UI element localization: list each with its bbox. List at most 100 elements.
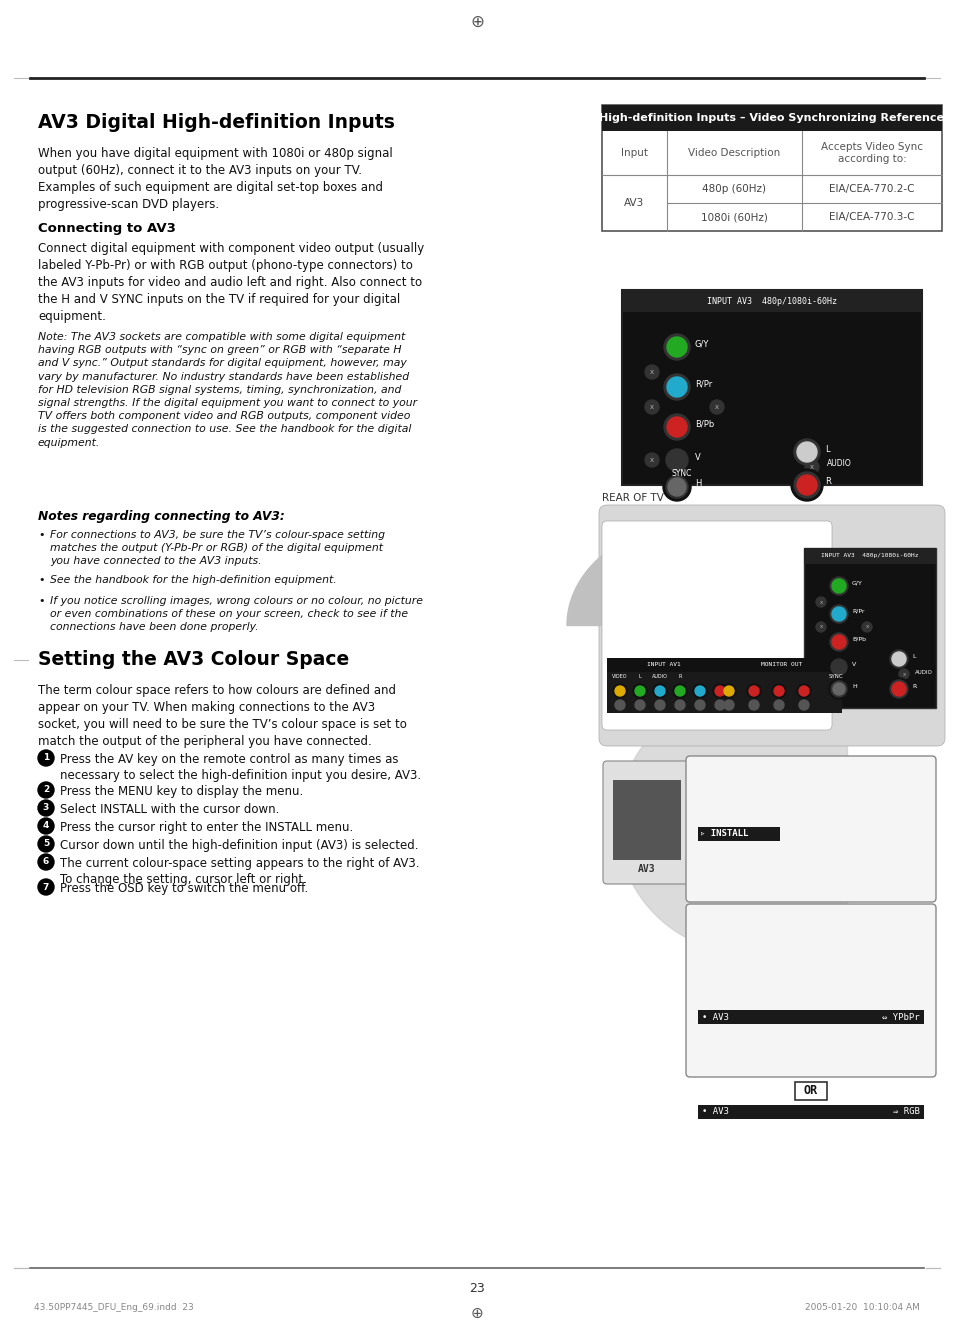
Circle shape: [829, 633, 847, 651]
Text: The term colour space refers to how colours are defined and
appear on your TV. W: The term colour space refers to how colo…: [38, 685, 406, 748]
Text: R: R: [824, 478, 830, 486]
Text: INPUT AV3  480p/1080i-60Hz: INPUT AV3 480p/1080i-60Hz: [821, 553, 918, 559]
Circle shape: [748, 686, 759, 696]
Circle shape: [38, 835, 54, 853]
Circle shape: [666, 338, 686, 357]
Text: matches the output (Y-Pb-Pr or RGB) of the digital equipment: matches the output (Y-Pb-Pr or RGB) of t…: [50, 543, 382, 553]
Circle shape: [662, 473, 690, 500]
Text: x: x: [819, 600, 821, 605]
Circle shape: [891, 682, 905, 696]
Text: REAR OF TV: REAR OF TV: [601, 493, 663, 503]
Text: MANUAL STORE: MANUAL STORE: [789, 812, 854, 821]
Circle shape: [655, 686, 664, 696]
Text: 1080i (60Hz): 1080i (60Hz): [700, 212, 767, 222]
Text: EIA/CEA-770.3-C: EIA/CEA-770.3-C: [828, 212, 914, 222]
Text: L: L: [638, 674, 640, 679]
Text: Select INSTALL with the cursor down.: Select INSTALL with the cursor down.: [60, 802, 279, 816]
Circle shape: [831, 606, 845, 621]
Text: AV3: AV3: [623, 199, 644, 208]
Circle shape: [790, 436, 822, 467]
Circle shape: [672, 685, 686, 698]
Circle shape: [644, 365, 659, 379]
Text: The current colour-space setting appears to the right of AV3.
To change the sett: The current colour-space setting appears…: [60, 857, 419, 887]
Text: • AV3: • AV3: [701, 1107, 728, 1116]
Text: ⇒ RGB: ⇒ RGB: [892, 1107, 919, 1116]
Circle shape: [829, 577, 847, 594]
Text: B/Pb: B/Pb: [695, 420, 714, 429]
Text: Connect digital equipment with component video output (usually
labeled Y-Pb-Pr) : Connect digital equipment with component…: [38, 242, 424, 323]
Circle shape: [887, 678, 909, 700]
Text: • SOUND: • SOUND: [700, 797, 737, 806]
Circle shape: [667, 451, 685, 469]
Circle shape: [655, 700, 664, 710]
Text: MONITOR OUT: MONITOR OUT: [760, 662, 801, 667]
Circle shape: [666, 377, 686, 397]
Circle shape: [831, 636, 845, 649]
Circle shape: [38, 818, 54, 834]
Text: x: x: [809, 463, 813, 470]
Text: •: •: [38, 596, 45, 606]
Text: AUTO STORE: AUTO STORE: [789, 796, 842, 805]
Circle shape: [675, 686, 684, 696]
Circle shape: [695, 686, 704, 696]
Circle shape: [793, 471, 820, 498]
Text: • CHANNEL EDIT: • CHANNEL EDIT: [701, 992, 777, 1001]
Bar: [621, 290, 921, 485]
Circle shape: [692, 685, 706, 698]
Circle shape: [862, 622, 871, 632]
Text: 480p (60Hz): 480p (60Hz): [701, 184, 765, 195]
FancyBboxPatch shape: [598, 504, 944, 745]
Circle shape: [660, 331, 692, 363]
Text: SORT: SORT: [789, 828, 811, 837]
Text: 7: 7: [43, 883, 50, 891]
Circle shape: [662, 446, 690, 474]
Text: • AUTO STORE: • AUTO STORE: [701, 937, 765, 947]
Circle shape: [898, 669, 908, 679]
Text: 5: 5: [43, 839, 49, 849]
Circle shape: [889, 650, 907, 669]
Text: 4: 4: [43, 821, 50, 830]
Text: ±: ±: [794, 920, 800, 929]
Text: x: x: [864, 625, 868, 629]
Text: Cursor down until the high-definition input (AV3) is selected.: Cursor down until the high-definition in…: [60, 839, 418, 853]
Circle shape: [746, 685, 760, 698]
Text: •: •: [38, 575, 45, 585]
Circle shape: [827, 632, 849, 653]
Circle shape: [663, 334, 689, 360]
Text: Notes regarding connecting to AV3:: Notes regarding connecting to AV3:: [38, 510, 284, 523]
Text: R: R: [911, 683, 915, 688]
Text: 3: 3: [43, 804, 49, 813]
Text: x: x: [714, 404, 719, 410]
Text: If you notice scrolling images, wrong colours or no colour, no picture: If you notice scrolling images, wrong co…: [50, 596, 422, 606]
Text: For connections to AV3, be sure the TV’s colour-space setting: For connections to AV3, be sure the TV’s…: [50, 530, 385, 540]
Circle shape: [796, 685, 810, 698]
Circle shape: [799, 686, 808, 696]
Bar: [601, 105, 941, 230]
Circle shape: [804, 459, 818, 474]
Circle shape: [790, 469, 822, 500]
Text: x: x: [902, 671, 904, 677]
FancyBboxPatch shape: [685, 756, 935, 902]
Bar: [794, 1082, 826, 1100]
Text: Connecting to AV3: Connecting to AV3: [38, 222, 175, 234]
Circle shape: [889, 681, 907, 698]
Text: H: H: [851, 683, 856, 688]
Text: AUDIO: AUDIO: [826, 459, 851, 469]
Circle shape: [828, 679, 848, 699]
FancyBboxPatch shape: [685, 904, 935, 1076]
Circle shape: [652, 685, 666, 698]
Circle shape: [828, 657, 848, 677]
Circle shape: [799, 700, 808, 710]
Text: Press the AV key on the remote control as many times as
necessary to select the : Press the AV key on the remote control a…: [60, 753, 420, 782]
Circle shape: [891, 651, 905, 666]
Circle shape: [667, 478, 685, 496]
Text: VIDEO: VIDEO: [612, 674, 627, 679]
Text: x: x: [649, 369, 654, 375]
Circle shape: [635, 686, 644, 696]
Text: • MANUAL STORE: • MANUAL STORE: [701, 956, 777, 965]
Text: x: x: [649, 457, 654, 463]
Circle shape: [665, 477, 687, 498]
Text: Setting the AV3 Colour Space: Setting the AV3 Colour Space: [38, 650, 349, 669]
Text: connections have been done properly.: connections have been done properly.: [50, 622, 258, 632]
Circle shape: [615, 686, 624, 696]
